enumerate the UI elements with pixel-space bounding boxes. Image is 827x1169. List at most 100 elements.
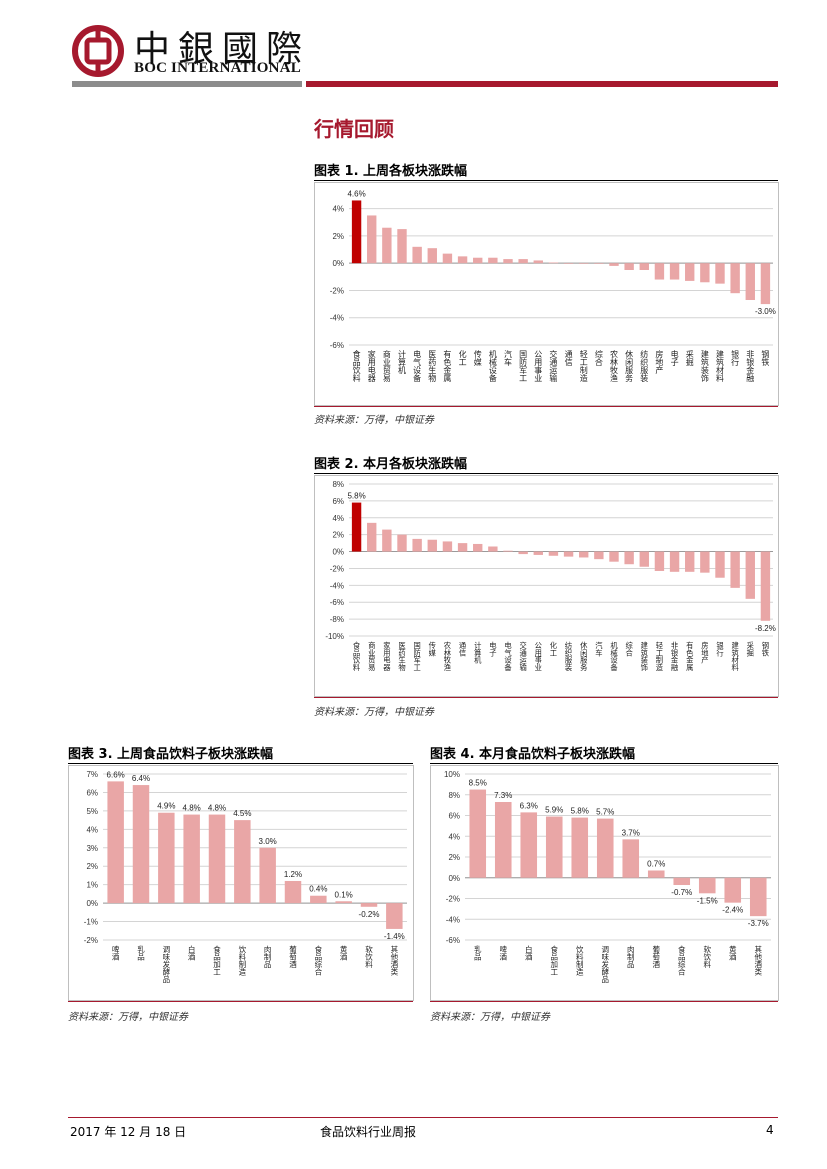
data-label: 4.8%: [208, 804, 226, 813]
y-tick-label: 10%: [444, 770, 460, 779]
bar: [397, 229, 407, 264]
boc-logo-icon: [72, 25, 124, 77]
bar: [183, 814, 200, 904]
category-label: 食品饮料: [353, 349, 361, 383]
bar: [107, 781, 124, 904]
figure-3-title: 图表 3. 上周食品饮料子板块涨跌幅: [68, 747, 274, 762]
bar: [473, 257, 483, 264]
data-label: 3.7%: [622, 828, 640, 837]
bar: [596, 818, 614, 878]
category-label: 黄酒: [729, 944, 737, 962]
figure-4-title: 图表 4. 本月食品饮料子板块涨跌幅: [430, 747, 636, 762]
bar: [594, 263, 604, 264]
y-tick-label: 7%: [86, 770, 98, 779]
y-tick-label: -2%: [446, 895, 460, 904]
bar: [698, 877, 716, 894]
bar: [310, 895, 327, 904]
category-label: 公用事业: [535, 641, 543, 672]
category-label: 电子: [671, 349, 679, 367]
category-label: 有色金属: [686, 641, 694, 672]
y-tick-label: -1%: [84, 918, 98, 927]
data-label: 4.8%: [183, 804, 201, 813]
figure-1-chart: 4% 2% 0% -2% -4% -6% 4.6% 食品饮料 家用电器 商业贸易 计算机 电气设备 医药…: [314, 182, 779, 406]
bar: [397, 534, 407, 552]
category-label: 电气设备: [504, 641, 512, 672]
logo-english: BOC INTERNATIONAL: [134, 60, 301, 76]
footer-date: 2017 年 12 月 18 日: [70, 1125, 187, 1139]
data-label: 4.6%: [347, 189, 365, 198]
category-label: 葡萄酒: [289, 944, 297, 969]
bar: [503, 259, 513, 264]
bar: [518, 259, 528, 264]
data-label: 6.3%: [520, 801, 538, 810]
bar: [571, 817, 589, 878]
y-tick-label: 6%: [86, 788, 98, 797]
bar: [639, 263, 649, 270]
bar: [730, 551, 740, 588]
bar: [700, 263, 710, 283]
category-label: 化工: [459, 349, 467, 367]
category-label: 汽车: [504, 349, 512, 367]
data-label: 5.8%: [571, 807, 589, 816]
data-label: -2.4%: [722, 906, 743, 915]
category-label: 其他酒类: [755, 945, 763, 977]
bar: [545, 816, 563, 878]
category-label: 食品加工: [213, 944, 221, 977]
category-label: 采掘: [747, 641, 755, 657]
category-label: 调味发酵品: [602, 945, 610, 984]
figure-1-rule: [314, 180, 778, 181]
data-label: 4.9%: [157, 802, 175, 811]
bar: [548, 551, 559, 556]
bar: [749, 877, 767, 917]
figure-4-source-rule: [430, 1001, 778, 1002]
category-label: 交通运输: [549, 349, 557, 383]
category-label: 饮料制造: [239, 944, 247, 977]
y-tick-label: 6%: [332, 497, 344, 506]
y-tick-label: 8%: [332, 480, 344, 489]
bar: [259, 847, 276, 904]
bar: [520, 812, 538, 878]
bar: [685, 551, 695, 572]
figure-1-source: 资料来源：万得，中银证券: [314, 415, 434, 426]
y-tick-label: -4%: [330, 581, 344, 590]
header-rule-red: [306, 81, 778, 87]
figure-2-rule: [314, 473, 778, 474]
bar: [594, 551, 604, 560]
y-tick-label: -2%: [330, 286, 344, 295]
y-tick-label: -4%: [446, 915, 460, 924]
data-label: -0.2%: [359, 910, 380, 919]
figure-2-source-rule: [314, 697, 778, 698]
figure-3-source: 资料来源：万得，中银证券: [68, 1012, 188, 1023]
category-label: 轻工制造: [656, 641, 664, 672]
figure-3-source-rule: [68, 1001, 413, 1002]
y-tick-label: -6%: [446, 936, 460, 945]
bar: [360, 903, 378, 907]
bar: [724, 877, 742, 903]
y-tick-label: -2%: [84, 936, 98, 945]
data-label: 0.4%: [309, 885, 327, 894]
y-tick-label: 2%: [332, 531, 344, 540]
category-label: 机械设备: [610, 641, 618, 672]
bar: [700, 551, 710, 573]
category-label: 饮料制造: [576, 944, 584, 977]
category-label: 电气设备: [413, 349, 421, 383]
figure-2-title: 图表 2. 本月各板块涨跌幅: [314, 457, 468, 472]
category-label: 传媒: [429, 641, 437, 657]
bar: [158, 812, 175, 904]
bar: [533, 260, 543, 264]
bar: [654, 263, 665, 280]
category-label: 钢铁: [761, 349, 769, 367]
bar: [609, 263, 619, 266]
category-label: 计算机: [474, 641, 482, 665]
bar: [669, 263, 680, 280]
figure-4-source: 资料来源：万得，中银证券: [430, 1012, 550, 1023]
bar: [488, 257, 498, 264]
bar: [685, 263, 695, 281]
bar: [503, 550, 513, 552]
bar: [457, 543, 468, 552]
figure-1-title: 图表 1. 上周各板块涨跌幅: [314, 164, 468, 179]
category-label: 食品综合: [315, 944, 323, 977]
category-label: 肉制品: [627, 944, 635, 969]
category-label: 啤酒: [500, 944, 508, 962]
bar: [579, 551, 589, 558]
